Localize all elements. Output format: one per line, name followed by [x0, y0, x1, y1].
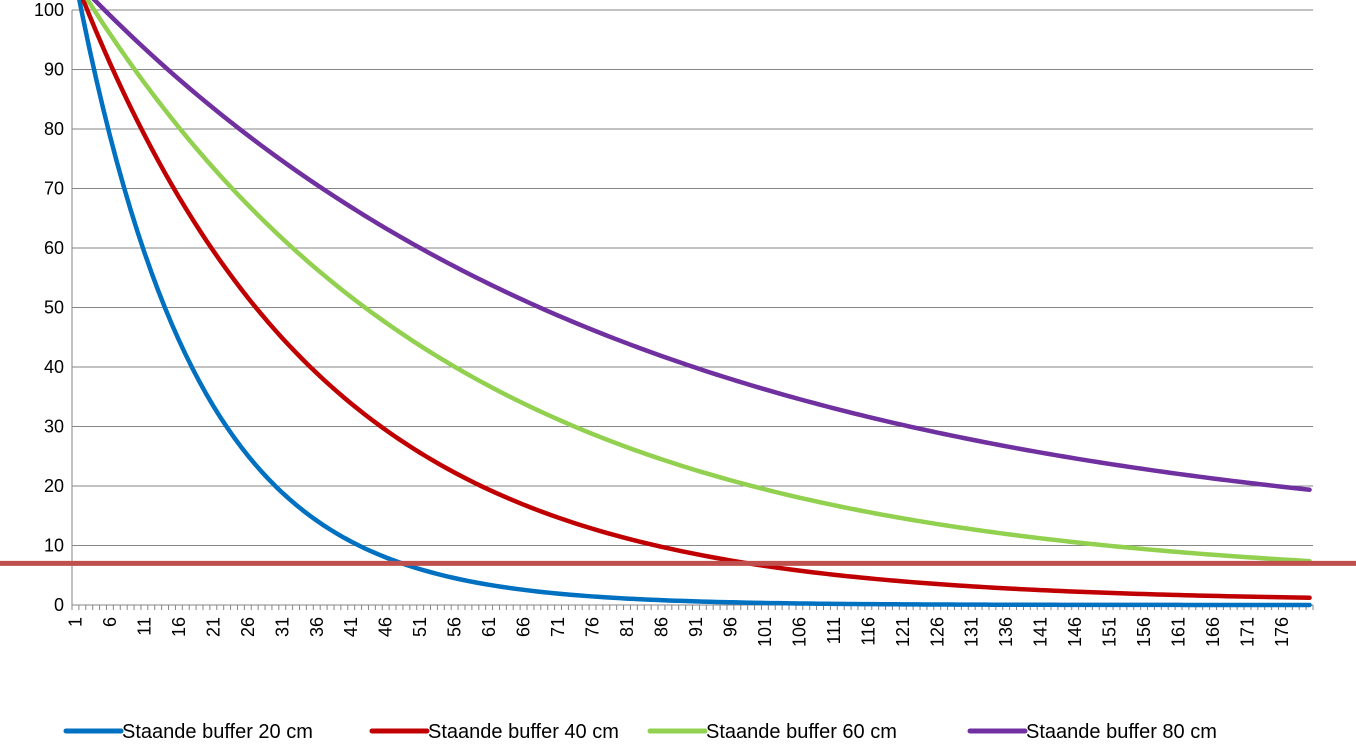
y-tick-label: 90 — [44, 60, 64, 80]
series-line — [80, 0, 1312, 600]
y-tick-label: 70 — [44, 179, 64, 199]
x-tick-label: 171 — [1238, 617, 1258, 647]
x-tick-label: 151 — [1100, 617, 1120, 647]
x-tick-label: 31 — [272, 617, 292, 637]
x-tick-label: 121 — [893, 617, 913, 647]
y-tick-label: 80 — [44, 119, 64, 139]
x-tick-label: 11 — [134, 617, 154, 636]
y-tick-label: 100 — [34, 0, 64, 20]
y-axis: 0 10 20 30 40 50 60 70 80 90 100 — [34, 0, 73, 615]
y-tick-label: 40 — [44, 357, 64, 377]
legend-label: Staande buffer 60 cm — [706, 721, 897, 743]
x-tick-label: 36 — [307, 617, 327, 637]
x-tick-label: 101 — [755, 617, 775, 647]
x-tick-label: 116 — [858, 617, 878, 646]
x-tick-label: 96 — [720, 617, 740, 637]
x-tick-label: 156 — [1134, 617, 1154, 647]
x-tick-label: 141 — [1031, 617, 1051, 647]
x-tick-label: 166 — [1203, 617, 1223, 647]
x-tick-label: 1 — [65, 617, 85, 627]
y-tick-label: 30 — [44, 417, 64, 437]
x-tick-label: 16 — [169, 617, 189, 637]
gridlines — [72, 9, 1313, 546]
y-tick-label: 60 — [44, 238, 64, 258]
series-lines — [77, 0, 1312, 608]
x-tick-label: 91 — [686, 617, 706, 637]
y-tick-label: 0 — [54, 595, 64, 615]
x-tick-label: 131 — [962, 617, 982, 647]
legend-label: Staande buffer 40 cm — [428, 721, 619, 743]
x-tick-label: 76 — [583, 617, 603, 637]
x-tick-label: 61 — [479, 617, 499, 637]
x-tick-label: 126 — [927, 617, 947, 647]
x-tick-label: 111 — [824, 617, 844, 644]
legend: Staande buffer 20 cm Staande buffer 40 cm… — [63, 721, 1217, 743]
x-axis: 1 6 11 16 21 26 31 36 41 46 51 56 61 66 71 76 81 86 91 96 10… — [65, 604, 1314, 647]
x-tick-label: 51 — [410, 617, 430, 637]
series-line — [77, 0, 1312, 608]
y-tick-label: 50 — [44, 298, 64, 318]
y-tick-label: 10 — [44, 536, 64, 556]
x-tick-label: 106 — [789, 617, 809, 647]
x-tick-label: 136 — [996, 617, 1016, 647]
x-tick-label: 66 — [514, 617, 534, 637]
x-tick-label: 56 — [445, 617, 465, 637]
x-tick-label: 46 — [376, 617, 396, 637]
legend-label: Staande buffer 80 cm — [1026, 721, 1217, 743]
x-tick-label: 26 — [238, 617, 258, 637]
x-tick-label: 21 — [203, 617, 223, 637]
series-line — [85, 0, 1312, 564]
x-tick-label: 41 — [341, 617, 361, 637]
x-tick-label: 176 — [1272, 617, 1292, 647]
x-tick-label: 71 — [548, 617, 568, 637]
series-line — [91, 0, 1312, 492]
x-tick-label: 86 — [651, 617, 671, 637]
x-tick-label: 6 — [100, 617, 120, 627]
y-tick-label: 20 — [44, 476, 64, 496]
x-tick-label: 81 — [617, 617, 637, 637]
legend-label: Staande buffer 20 cm — [122, 721, 313, 743]
x-tick-label: 161 — [1169, 617, 1189, 647]
x-tick-label: 146 — [1065, 617, 1085, 647]
